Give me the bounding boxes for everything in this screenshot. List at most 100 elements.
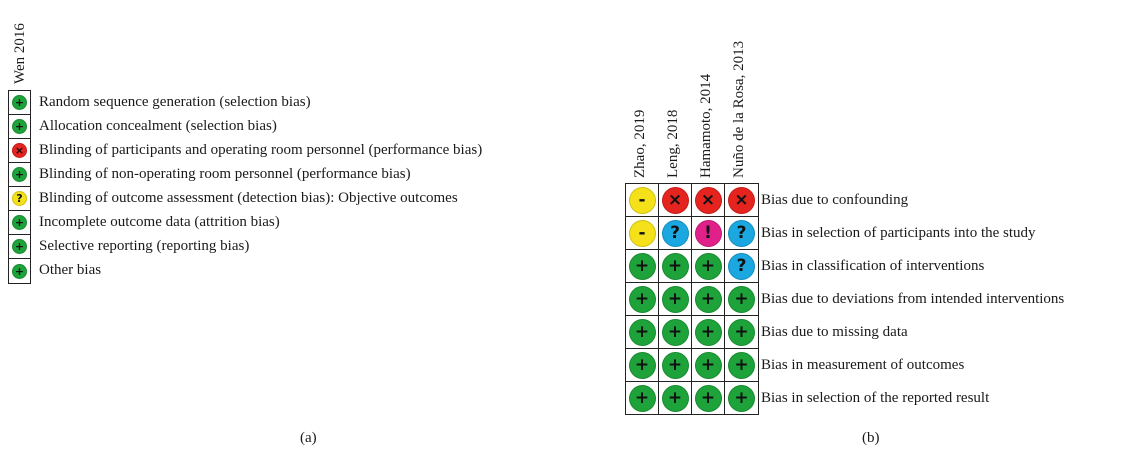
panel-b-cell: +	[626, 382, 659, 414]
panel-b-cell: +	[626, 316, 659, 348]
judgement-low-icon: +	[661, 252, 689, 280]
judgement-moderate-icon: -	[628, 186, 656, 214]
judgement-low-icon: +	[694, 252, 722, 280]
judgement-low-icon: +	[628, 252, 656, 280]
judgement-no_info-icon: ?	[661, 219, 689, 247]
judgement-low-icon: +	[694, 285, 722, 313]
judgement-unclear-icon: ?	[12, 191, 27, 206]
panel-b-cell: +	[692, 316, 725, 348]
panel-a-item-label: Selective reporting (reporting bias)	[39, 238, 250, 254]
panel-b-cell: -	[626, 184, 659, 216]
panel-b-row: + + + +	[626, 283, 758, 316]
panel-b-cell: +	[725, 283, 758, 315]
panel-a-cell: ×	[9, 139, 30, 163]
panel-b-cell: ?	[725, 217, 758, 249]
judgement-low-icon: +	[628, 285, 656, 313]
judgement-low-icon: +	[661, 285, 689, 313]
panel-b-cell: +	[659, 283, 692, 315]
panel-a-cell: ?	[9, 187, 30, 211]
panel-b-cell: +	[725, 349, 758, 381]
panel-a-item-label: Blinding of non-operating room personnel…	[39, 166, 411, 182]
panel-a-caption: (a)	[300, 430, 317, 446]
panel-a-cell: +	[9, 115, 30, 139]
panel-a-item-label: Allocation concealment (selection bias)	[39, 118, 277, 134]
panel-b-row: + + + +	[626, 349, 758, 382]
panel-b-cell: +	[692, 349, 725, 381]
study-label-nuno-2013: Nuño de la Rosa, 2013	[731, 40, 747, 178]
judgement-low-icon: +	[694, 384, 722, 412]
panel-a-item-label: Blinding of outcome assessment (detectio…	[39, 190, 458, 206]
judgement-critical-icon: !	[694, 219, 722, 247]
panel-b-cell: ×	[659, 184, 692, 216]
panel-b-domain-label: Bias due to confounding	[761, 192, 909, 208]
panel-a-item-label: Blinding of participants and operating r…	[39, 142, 483, 158]
judgement-low-icon: +	[661, 318, 689, 346]
judgement-low-icon: +	[628, 351, 656, 379]
study-label-leng-2018: Leng, 2018	[665, 109, 681, 178]
judgement-low-icon: +	[12, 167, 27, 182]
panel-b-cell: +	[725, 316, 758, 348]
judgement-low-icon: +	[694, 318, 722, 346]
judgement-low-icon: +	[12, 239, 27, 254]
study-label-wen-2016: Wen 2016	[12, 23, 28, 84]
judgement-low-icon: +	[12, 95, 27, 110]
judgement-low-icon: +	[728, 384, 755, 412]
panel-b-row: + + +?	[626, 250, 758, 283]
panel-b-domain-label: Bias in classification of interventions	[761, 258, 985, 274]
panel-b-row: -?!?	[626, 217, 758, 250]
study-label-hamamoto-2014: Hamamoto, 2014	[698, 73, 714, 178]
panel-b-cell: +	[692, 382, 725, 414]
panel-b-cell: +	[692, 283, 725, 315]
study-label-zhao-2019: Zhao, 2019	[632, 109, 648, 178]
panel-b-cell: -	[626, 217, 659, 249]
panel-b-cell: +	[659, 316, 692, 348]
panel-b-cell: +	[659, 349, 692, 381]
panel-b-cell: +	[626, 283, 659, 315]
panel-b-cell: ?	[659, 217, 692, 249]
panel-b-cell: ×	[725, 184, 758, 216]
judgement-no_info-icon: ?	[728, 252, 755, 280]
panel-b-cell: +	[659, 250, 692, 282]
judgement-high-icon: ×	[12, 143, 27, 158]
judgement-low-icon: +	[628, 384, 656, 412]
panel-a-cell: +	[9, 91, 30, 115]
panel-b-caption: (b)	[862, 430, 880, 446]
judgement-low-icon: +	[661, 351, 689, 379]
judgement-no_info-icon: ?	[728, 219, 755, 247]
judgement-low-icon: +	[661, 384, 689, 412]
judgement-low-icon: +	[12, 119, 27, 134]
panel-a-cell: +	[9, 235, 30, 259]
panel-b-domain-label: Bias in selection of the reported result	[761, 390, 990, 406]
judgement-high-icon: ×	[661, 186, 689, 214]
judgement-high-icon: ×	[694, 186, 722, 214]
judgement-moderate-icon: -	[628, 219, 656, 247]
judgement-low-icon: +	[12, 215, 27, 230]
panel-a-grid: + + × +? + + +	[8, 90, 31, 284]
panel-b-domain-label: Bias due to missing data	[761, 324, 908, 340]
panel-b-domain-label: Bias in selection of participants into t…	[761, 225, 1036, 241]
panel-b-domain-label: Bias in measurement of outcomes	[761, 357, 965, 373]
panel-a-item-label: Incomplete outcome data (attrition bias)	[39, 214, 280, 230]
panel-b-grid: - × × × -?!? + + +? + + + + + + + + + + + + + + + +	[625, 183, 759, 415]
panel-b-domain-label: Bias due to deviations from intended int…	[761, 291, 1065, 307]
judgement-low-icon: +	[12, 263, 27, 279]
panel-a-item-label: Other bias	[39, 262, 102, 278]
panel-a-cell: +	[9, 259, 30, 283]
panel-b-row: + + + +	[626, 316, 758, 349]
panel-b-cell: ?	[725, 250, 758, 282]
panel-b-row: - × × ×	[626, 184, 758, 217]
judgement-high-icon: ×	[728, 186, 755, 214]
panel-b-cell: !	[692, 217, 725, 249]
panel-b-cell: +	[626, 250, 659, 282]
judgement-low-icon: +	[728, 351, 755, 379]
panel-b-cell: +	[692, 250, 725, 282]
panel-b-cell: +	[659, 382, 692, 414]
panel-a-cell: +	[9, 211, 30, 235]
judgement-low-icon: +	[694, 351, 722, 379]
panel-b-cell: +	[725, 382, 758, 414]
panel-b-row: + + + +	[626, 382, 758, 414]
panel-b-cell: ×	[692, 184, 725, 216]
judgement-low-icon: +	[728, 285, 755, 313]
panel-a-item-label: Random sequence generation (selection bi…	[39, 94, 311, 110]
panel-b-cell: +	[626, 349, 659, 381]
